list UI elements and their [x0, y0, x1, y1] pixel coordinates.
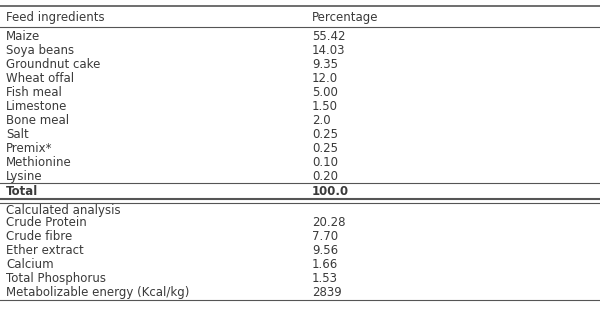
Text: 7.70: 7.70: [312, 230, 338, 243]
Text: 1.50: 1.50: [312, 100, 338, 113]
Text: Crude Protein: Crude Protein: [6, 215, 87, 229]
Text: Soya beans: Soya beans: [6, 44, 74, 56]
Text: Fish meal: Fish meal: [6, 86, 62, 99]
Text: 0.10: 0.10: [312, 156, 338, 169]
Text: Lysine: Lysine: [6, 170, 43, 183]
Text: Maize: Maize: [6, 30, 40, 42]
Text: 9.35: 9.35: [312, 58, 338, 71]
Text: 55.42: 55.42: [312, 30, 346, 42]
Text: Ether extract: Ether extract: [6, 244, 84, 257]
Text: Total: Total: [6, 185, 38, 197]
Text: Metabolizable energy (Kcal/kg): Metabolizable energy (Kcal/kg): [6, 286, 190, 299]
Text: 14.03: 14.03: [312, 44, 346, 56]
Text: Crude fibre: Crude fibre: [6, 230, 72, 243]
Text: Feed ingredients: Feed ingredients: [6, 11, 104, 24]
Text: 1.53: 1.53: [312, 272, 338, 285]
Text: Calculated analysis: Calculated analysis: [6, 204, 121, 217]
Text: 100.0: 100.0: [312, 185, 349, 197]
Text: Calcium: Calcium: [6, 258, 53, 271]
Text: Percentage: Percentage: [312, 11, 379, 24]
Text: 1.66: 1.66: [312, 258, 338, 271]
Text: Bone meal: Bone meal: [6, 114, 69, 127]
Text: 12.0: 12.0: [312, 72, 338, 85]
Text: 5.00: 5.00: [312, 86, 338, 99]
Text: 2.0: 2.0: [312, 114, 331, 127]
Text: Limestone: Limestone: [6, 100, 67, 113]
Text: 9.56: 9.56: [312, 244, 338, 257]
Text: 2839: 2839: [312, 286, 342, 299]
Text: 0.25: 0.25: [312, 128, 338, 141]
Text: Groundnut cake: Groundnut cake: [6, 58, 100, 71]
Text: Total Phosphorus: Total Phosphorus: [6, 272, 106, 285]
Text: Salt: Salt: [6, 128, 29, 141]
Text: 20.28: 20.28: [312, 215, 346, 229]
Text: 0.20: 0.20: [312, 170, 338, 183]
Text: Premix*: Premix*: [6, 142, 53, 155]
Text: Wheat offal: Wheat offal: [6, 72, 74, 85]
Text: 0.25: 0.25: [312, 142, 338, 155]
Text: Methionine: Methionine: [6, 156, 72, 169]
